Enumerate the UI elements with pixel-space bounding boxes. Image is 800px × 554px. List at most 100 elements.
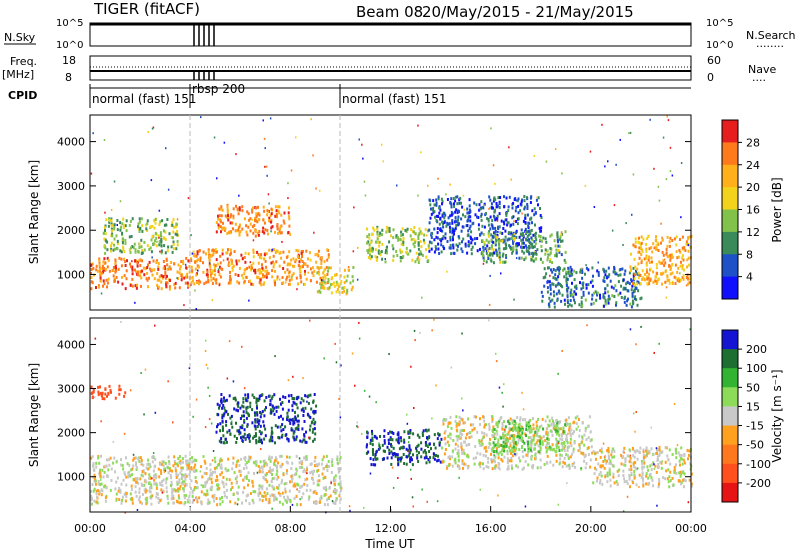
- data-cell: [399, 256, 402, 259]
- data-cell: [258, 394, 261, 398]
- data-cell: [655, 246, 658, 250]
- data-cell: [665, 247, 668, 251]
- data-cell: [435, 247, 438, 251]
- nsearch-label: N.Search: [746, 29, 796, 42]
- data-cell: [208, 260, 211, 264]
- scatter-cell: [167, 188, 170, 191]
- data-cell: [515, 452, 518, 456]
- data-cell: [277, 475, 280, 479]
- data-cell: [369, 257, 372, 261]
- data-cell: [524, 213, 527, 217]
- data-cell: [196, 486, 199, 489]
- scatter-cell: [319, 189, 321, 192]
- data-cell: [682, 277, 685, 281]
- data-cell: [243, 272, 246, 276]
- data-cell: [98, 285, 100, 289]
- data-cell: [457, 449, 460, 453]
- data-cell: [525, 424, 528, 428]
- data-cell: [527, 463, 530, 467]
- data-cell: [185, 461, 188, 465]
- data-cell: [222, 404, 225, 407]
- data-cell: [535, 441, 538, 445]
- data-cell: [219, 473, 222, 477]
- data-cell: [555, 254, 558, 258]
- data-cell: [221, 425, 224, 429]
- data-cell: [289, 232, 292, 236]
- data-cell: [569, 294, 572, 298]
- data-cell: [504, 229, 507, 233]
- data-cell: [119, 388, 122, 392]
- data-cell: [92, 468, 95, 472]
- data-cell: [154, 239, 157, 243]
- data-cell: [110, 222, 113, 226]
- data-cell: [608, 467, 611, 471]
- data-cell: [551, 416, 554, 420]
- data-cell: [645, 446, 648, 450]
- data-cell: [330, 460, 333, 464]
- data-cell: [324, 476, 327, 479]
- data-cell: [547, 442, 550, 445]
- data-cell: [258, 469, 261, 473]
- data-cell: [614, 272, 617, 276]
- data-cell: [217, 484, 219, 488]
- data-cell: [275, 212, 278, 216]
- data-cell: [202, 455, 205, 459]
- data-cell: [560, 442, 563, 445]
- data-cell: [101, 397, 104, 400]
- data-cell: [683, 454, 686, 457]
- data-cell: [648, 272, 650, 276]
- data-cell: [138, 230, 141, 233]
- data-cell: [99, 276, 102, 280]
- data-cell: [546, 441, 549, 445]
- data-cell: [271, 484, 274, 488]
- scatter-cell: [268, 202, 270, 205]
- data-cell: [331, 458, 334, 462]
- data-cell: [606, 449, 609, 453]
- data-cell: [326, 248, 329, 252]
- freq-panel: [89, 55, 692, 81]
- scatter-cell: [613, 204, 616, 207]
- data-cell: [528, 240, 531, 244]
- data-cell: [338, 290, 341, 294]
- data-cell: [122, 237, 124, 241]
- data-cell: [559, 437, 562, 441]
- data-cell: [432, 199, 435, 203]
- data-cell: [148, 489, 151, 493]
- data-cell: [511, 421, 514, 425]
- colorbar-swatch: [722, 142, 738, 166]
- data-cell: [291, 477, 294, 481]
- data-cell: [609, 279, 612, 283]
- data-cell: [148, 466, 151, 470]
- data-cell: [146, 467, 149, 471]
- data-cell: [540, 249, 543, 253]
- data-cell: [664, 446, 667, 449]
- data-cell: [547, 423, 550, 427]
- data-cell: [383, 439, 386, 443]
- data-cell: [502, 238, 505, 242]
- data-cell: [666, 244, 669, 248]
- data-cell: [475, 456, 477, 460]
- data-cell: [587, 424, 589, 428]
- data-cell: [546, 437, 549, 441]
- data-cell: [509, 441, 512, 445]
- data-cell: [688, 478, 691, 482]
- data-cell: [294, 418, 297, 422]
- data-cell: [582, 452, 585, 456]
- data-cell: [559, 420, 562, 424]
- scatter-cell: [445, 193, 447, 196]
- data-cell: [160, 244, 163, 248]
- data-cell: [609, 484, 612, 488]
- data-cell: [395, 250, 398, 253]
- data-cell: [607, 298, 610, 302]
- data-cell: [242, 435, 245, 439]
- scatter-cell: [364, 194, 367, 197]
- data-cell: [423, 456, 426, 460]
- data-cell: [548, 280, 551, 284]
- data-cell: [490, 458, 493, 461]
- data-cell: [333, 284, 336, 288]
- data-cell: [517, 211, 520, 215]
- data-cell: [599, 449, 602, 453]
- data-cell: [626, 280, 629, 284]
- data-cell: [397, 436, 400, 440]
- data-cell: [303, 456, 306, 460]
